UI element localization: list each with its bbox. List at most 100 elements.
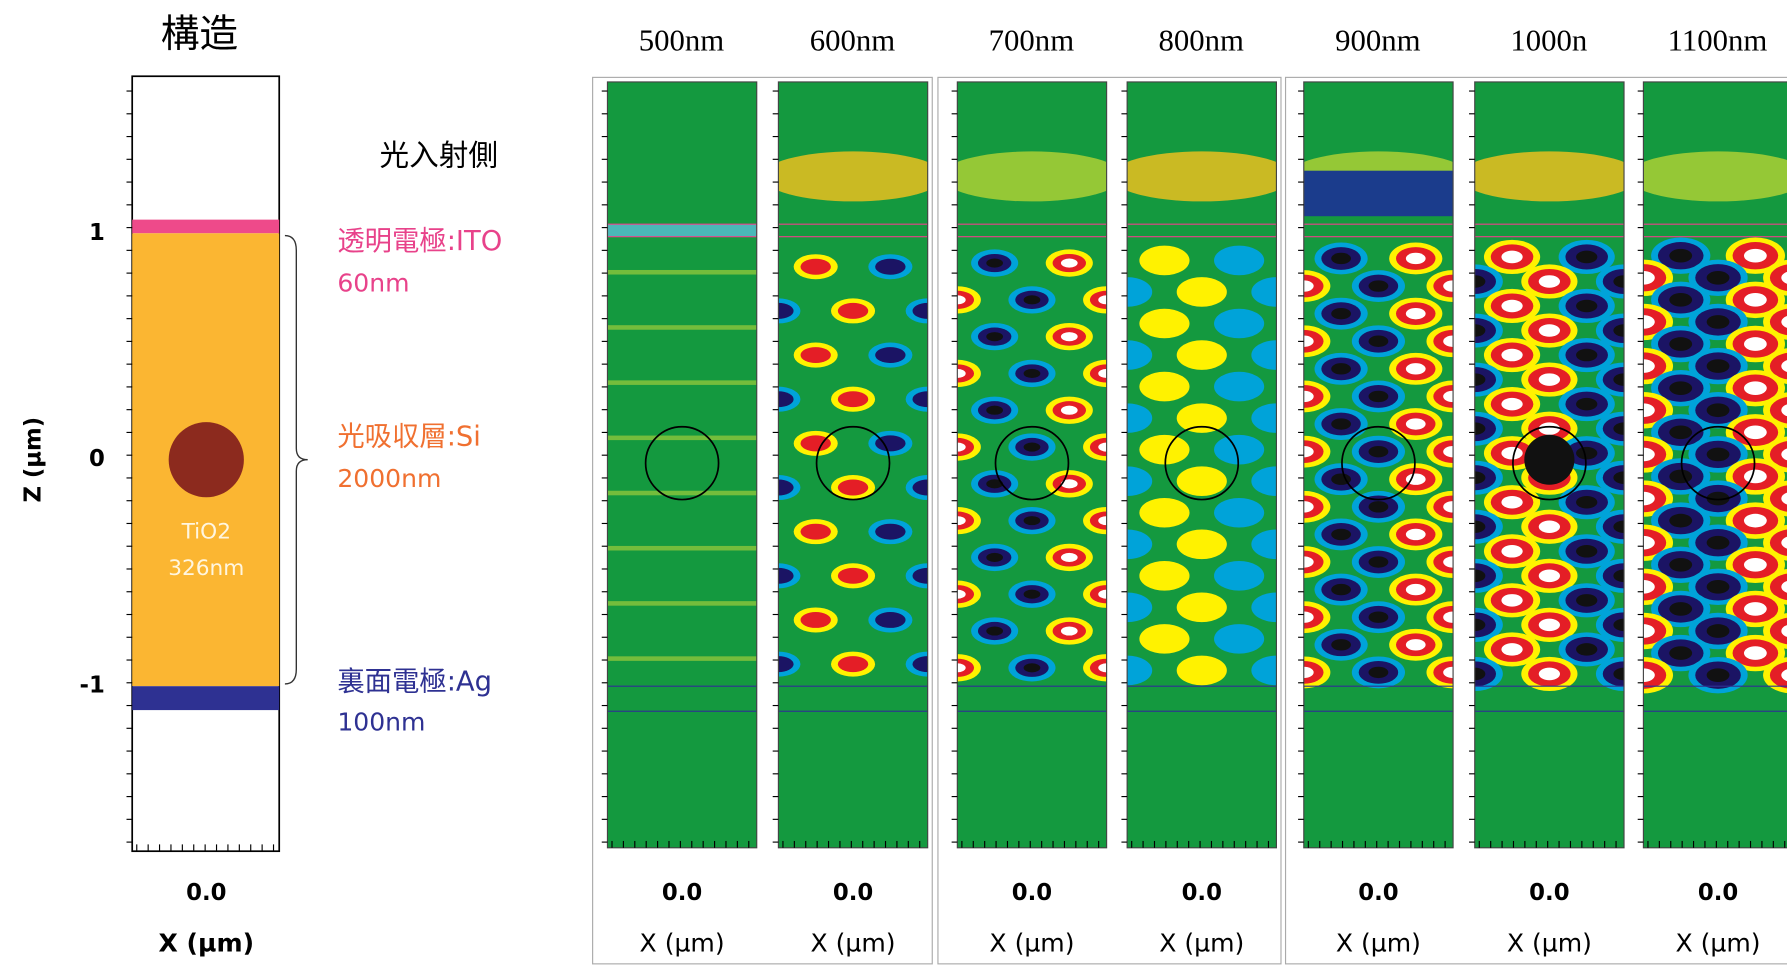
field-blob xyxy=(1214,435,1264,465)
field-blob xyxy=(1539,520,1560,533)
field-map xyxy=(1277,82,1479,848)
ito-outline xyxy=(607,224,756,237)
tio2-particle xyxy=(169,422,244,497)
field-blob xyxy=(1214,309,1264,339)
x-axis-label: X (µm) xyxy=(989,929,1074,958)
field-blob xyxy=(1177,466,1227,496)
field-blob xyxy=(1539,619,1560,632)
field-blob xyxy=(1501,594,1522,607)
field-blob xyxy=(1406,584,1426,595)
wavelength-label: 800nm xyxy=(1158,23,1244,57)
x-tick-label: 0.0 xyxy=(1012,880,1052,906)
ag-layer xyxy=(132,686,279,710)
field-stripe xyxy=(607,270,756,275)
field-band xyxy=(1304,171,1453,217)
field-blob xyxy=(1406,418,1426,429)
figure: 構造 TiO2 326nm 1 0 -1 Z (µm) 0.0 X (µm) 光… xyxy=(0,0,1787,965)
field-blob xyxy=(1744,558,1767,572)
field-blob xyxy=(1406,363,1426,374)
field-stripe xyxy=(607,380,756,385)
field-blob xyxy=(1139,435,1189,465)
field-blob xyxy=(1024,663,1041,672)
field-blob xyxy=(1024,369,1041,378)
field-blob xyxy=(1669,602,1692,616)
field-blob xyxy=(838,391,868,407)
particle-label: TiO2 xyxy=(181,520,231,545)
field-blob xyxy=(1744,470,1767,484)
field-map xyxy=(756,82,949,848)
field-map xyxy=(1447,82,1653,848)
field-blob xyxy=(1406,529,1426,540)
field-blob xyxy=(941,151,1123,201)
field-blob xyxy=(1369,667,1389,678)
field-blob xyxy=(1576,447,1597,460)
field-blob xyxy=(986,406,1003,415)
field-blob xyxy=(1576,300,1597,313)
field-panel xyxy=(934,82,1130,848)
field-blob xyxy=(1024,516,1041,525)
field-blob xyxy=(1061,553,1078,562)
field-blob xyxy=(875,259,905,275)
field-blob xyxy=(1576,496,1597,509)
x-tick-label: 0.0 xyxy=(1182,880,1222,906)
field-blob xyxy=(1406,308,1426,319)
x-tick-label: 0.0 xyxy=(1529,880,1569,906)
layer-thickness: 60nm xyxy=(337,269,409,298)
field-blob xyxy=(1744,293,1767,307)
field-blob xyxy=(1501,545,1522,558)
field-blob xyxy=(1539,422,1560,435)
field-panel xyxy=(1447,82,1653,848)
field-blob xyxy=(801,259,831,275)
field-blob xyxy=(1458,151,1640,201)
field-blob xyxy=(801,347,831,363)
field-blob xyxy=(762,151,944,201)
wavelength-label: 900nm xyxy=(1335,23,1421,57)
field-blob xyxy=(1576,594,1597,607)
field-blob xyxy=(1369,501,1389,512)
field-blob xyxy=(1501,349,1522,362)
field-blob xyxy=(1061,406,1078,415)
wavelength-label: 700nm xyxy=(989,23,1075,57)
field-blob xyxy=(838,303,868,319)
ito-layer xyxy=(132,220,279,234)
field-blob xyxy=(1331,418,1351,429)
field-blob xyxy=(1061,332,1078,341)
field-blob xyxy=(1369,612,1389,623)
layer-name: 光吸収層:Si xyxy=(337,422,481,453)
field-blob xyxy=(838,480,868,496)
field-blob xyxy=(1669,514,1692,528)
field-blob xyxy=(1539,373,1560,386)
field-blob xyxy=(801,612,831,628)
x-tick-label: 0.0 xyxy=(662,880,702,906)
field-blob xyxy=(1539,275,1560,288)
field-blob xyxy=(1744,381,1767,395)
field-blob xyxy=(1707,624,1730,638)
field-blob xyxy=(1501,300,1522,313)
field-blob xyxy=(1177,593,1227,623)
field-blob xyxy=(1369,280,1389,291)
field-blob xyxy=(1369,336,1389,347)
field-blob xyxy=(1539,324,1560,337)
field-blob xyxy=(1576,349,1597,362)
field-blob xyxy=(1214,498,1264,528)
field-blob xyxy=(875,524,905,540)
field-blob xyxy=(1139,246,1189,276)
field-blob xyxy=(1669,646,1692,660)
x-axis-label: X (µm) xyxy=(159,929,255,958)
field-blob xyxy=(875,347,905,363)
field-map xyxy=(1614,82,1787,848)
field-blob xyxy=(838,656,868,672)
field-blob xyxy=(1669,337,1692,351)
field-panel xyxy=(602,82,757,848)
x-tick-label: 0.0 xyxy=(186,880,226,906)
field-blob xyxy=(986,626,1003,635)
field-blob xyxy=(1744,602,1767,616)
page: {"structure": {"title": "構造", "light_sid… xyxy=(0,0,1787,965)
field-blob xyxy=(1214,246,1264,276)
layer-thickness: 2000nm xyxy=(337,464,441,493)
field-blob xyxy=(1139,372,1189,402)
field-blob xyxy=(1707,668,1730,682)
field-blob xyxy=(1331,529,1351,540)
field-map xyxy=(1102,82,1301,848)
field-blob xyxy=(1331,584,1351,595)
